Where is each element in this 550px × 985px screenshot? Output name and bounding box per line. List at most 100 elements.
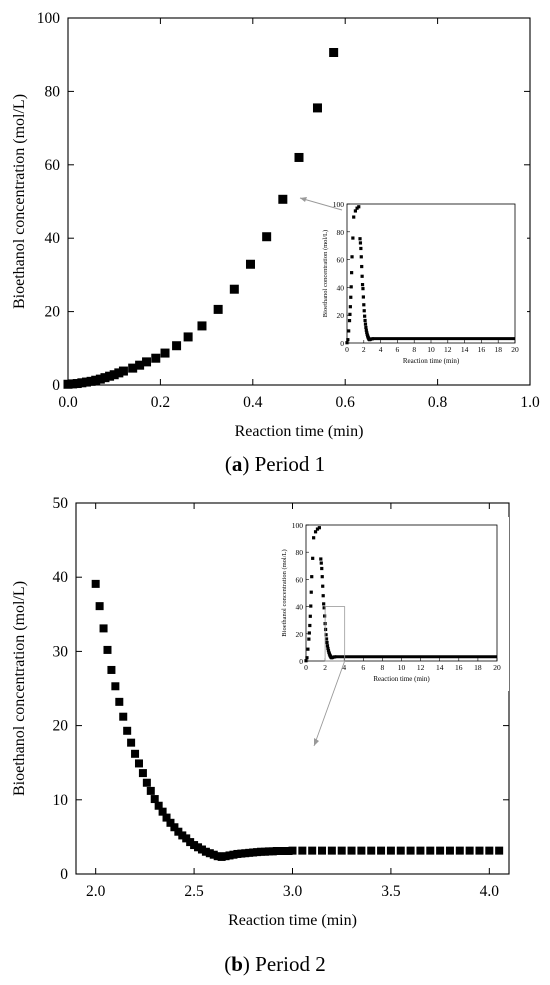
- panel-a-inset-y-tick-label: 40: [337, 283, 345, 292]
- panel-b-inset-data-point: [312, 536, 316, 540]
- panel-a-inset-x-tick-label: 4: [379, 345, 383, 354]
- panel-a-inset-data-point: [360, 264, 364, 269]
- panel-a-y-tick-label: 20: [45, 304, 61, 321]
- panel-a-inset-data-point: [362, 309, 366, 313]
- panel-b-inset-data-point: [307, 637, 311, 641]
- panel-a-data-point: [91, 375, 101, 385]
- panel-a-inset-data-point: [358, 237, 362, 241]
- panel-a-data-point: [105, 371, 115, 381]
- panel-b-inset-data-point: [321, 584, 325, 588]
- panel-b-inset-data-point: [315, 527, 320, 531]
- panel-a-data-point: [77, 378, 87, 388]
- panel-a-inset-x-tick-label: 10: [427, 345, 435, 354]
- panel-b-inset-x-tick-label: 8: [381, 663, 385, 672]
- panel-b-inset-data-point: [326, 649, 331, 653]
- panel-a-inset-data-point: [349, 295, 353, 299]
- panel-a-data-point: [312, 103, 322, 113]
- panel-b-inset-data-point: [325, 640, 329, 645]
- panel-a-data-point: [278, 194, 288, 204]
- panel-a-inset-data-point: [348, 312, 352, 316]
- panel-b-data-point: [127, 738, 136, 747]
- panel-a-data-point: [160, 348, 170, 358]
- panel-a-callout-arrow: [299, 197, 343, 211]
- panel-b-inset-data-point: [322, 602, 326, 606]
- panel-b-data-point: [154, 801, 163, 810]
- panel-a-data-point: [183, 332, 193, 342]
- panel-a-inset-x-tick-label: 16: [478, 345, 486, 354]
- panel-b-y-tick-label: 10: [53, 792, 69, 809]
- panel-a-data-point: [262, 232, 272, 242]
- panel-b-x-tick-label: 2.0: [86, 883, 106, 900]
- panel-a-data-point: [100, 373, 110, 383]
- panel-b-data-point: [465, 846, 474, 855]
- panel-a-inset: 0 2 4 6 8 10 12 14 16 18 20 0 20 40 60 80 100 Reaction ti…: [313, 196, 527, 373]
- panel-a-inset-data-point: [363, 322, 368, 326]
- panel-b-inset-x-tick-label: 16: [455, 663, 463, 672]
- panel-b-data-point: [327, 846, 336, 855]
- panel-b-data-point: [158, 807, 167, 816]
- panel-b-inset-data-point: [324, 633, 328, 637]
- panel-b-inset-data-point: [322, 606, 326, 610]
- panel-a-inset-x-tick-label: 0: [345, 345, 349, 354]
- panel-b-inset-data-point: [323, 627, 328, 632]
- panel-a-data-point: [128, 363, 138, 373]
- panel-b-data-point: [134, 759, 143, 768]
- panel-a-caption-text: Period 1: [254, 452, 326, 476]
- panel-b-data-point: [131, 749, 140, 758]
- panel-b-inset-data-point: [324, 637, 329, 641]
- panel-b-inset-x-tick-label: 4: [342, 663, 346, 672]
- panel-b-inset-x-tick-label: 12: [417, 663, 425, 672]
- panel-b-callout-arrowhead: [314, 738, 319, 746]
- panel-b-data-point: [170, 823, 179, 832]
- panel-b-inset-data-point: [320, 575, 324, 579]
- panel-b-inset-y-tick-label: 20: [296, 630, 304, 639]
- panel-a-inset-data-point: [363, 318, 367, 323]
- panel-a-data-point: [151, 353, 161, 363]
- panel-a-inset-data-point: [360, 274, 364, 278]
- panel-a-data-point: [95, 374, 105, 384]
- panel-a-data-point: [114, 368, 124, 378]
- panel-a-inset-x-tick-label: 2: [362, 345, 366, 354]
- panel-a-x-tick-label: 0.8: [428, 394, 448, 411]
- panel-b-data-point: [298, 846, 307, 855]
- panel-a-inset-data-point: [355, 206, 359, 210]
- panel-a-inset-data-point: [362, 303, 366, 307]
- panel-a-inset-data-point: [357, 205, 361, 209]
- panel-a-inset-y-tick-label: 80: [337, 228, 345, 237]
- panel-b-data-point: [162, 813, 171, 822]
- panel-a-data-point: [135, 360, 145, 370]
- panel-b-inset-x-tick-label: 10: [398, 663, 406, 672]
- panel-b-data-point: [357, 846, 366, 855]
- panel-a-inset-y-tick-label: 20: [337, 311, 345, 320]
- panel-a-y-tick-label: 0: [52, 377, 60, 394]
- panel-a-inset-x-tick-label: 12: [444, 345, 452, 354]
- panel-b-x-tick-label: 4.0: [480, 883, 500, 900]
- panel-a-x-tick-label: 0.4: [243, 394, 263, 411]
- panel-a-inset-x-tick-label: 8: [412, 345, 416, 354]
- panel-b-data-point: [308, 846, 317, 855]
- panel-b-inset-data-point: [309, 604, 313, 608]
- panel-b-data-point: [146, 786, 155, 795]
- panel-a-x-tick-label: 0.2: [151, 394, 170, 411]
- panel-a-inset-data-point: [368, 337, 373, 341]
- panel-a-inset-data-point: [364, 325, 368, 330]
- panel-b-data-point: [123, 726, 132, 735]
- panel-b-data-point: [485, 846, 494, 855]
- panel-b-inset-background: [272, 517, 509, 691]
- panel-b-data-point: [475, 846, 484, 855]
- panel-b-inset: 0 2 4 6 8 10 12 14 16 18 20 0 20 40 60 80 100 Reaction ti…: [272, 517, 509, 747]
- panel-a-inset-data-point: [370, 337, 374, 341]
- panel-b-callout-arrow: [313, 660, 346, 747]
- panel-b-inset-data-point: [308, 614, 312, 618]
- panel-a-inset-data-point: [361, 287, 365, 291]
- panel-b-inset-x-tick-label: 2: [323, 663, 327, 672]
- panel-b-inset-x-tick-label: 0: [304, 663, 308, 672]
- panel-b-data-point: [416, 846, 425, 855]
- panel-b-inset-data-point: [317, 526, 321, 530]
- panel-b-letter: b: [231, 952, 243, 976]
- panel-b-data-point: [396, 846, 405, 855]
